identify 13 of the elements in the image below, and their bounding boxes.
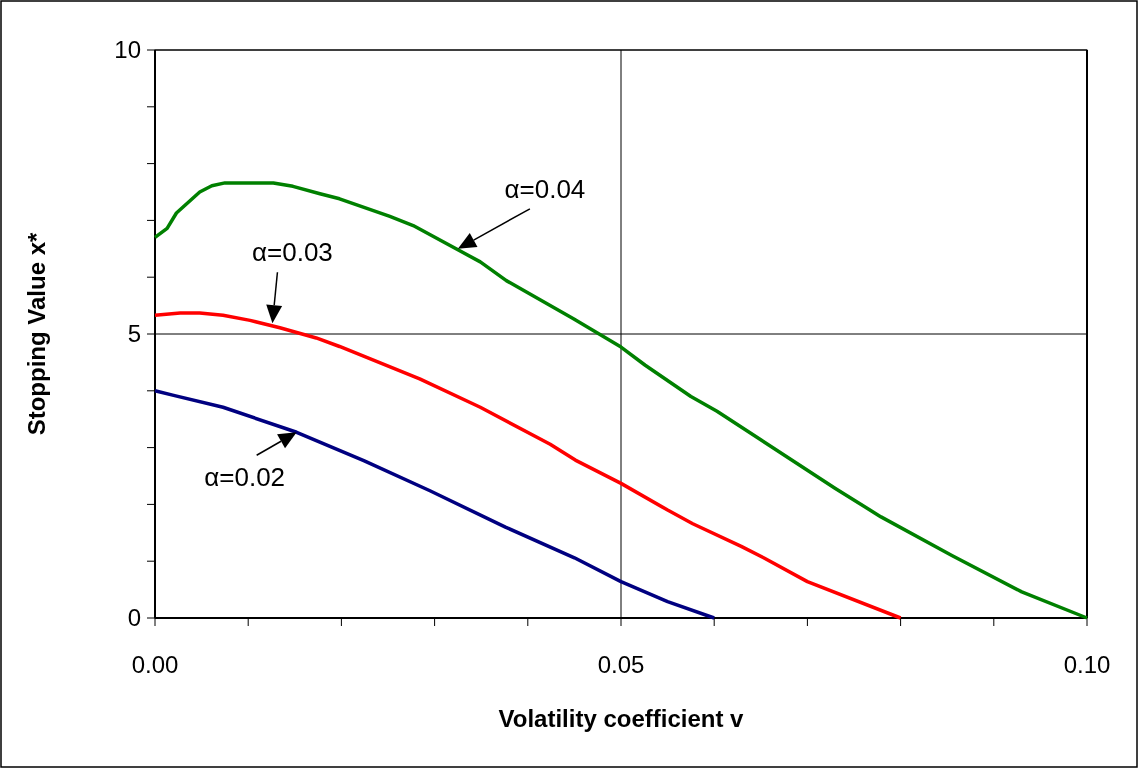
annotation: α=0.03 — [252, 237, 333, 268]
x-tick-label: 0.10 — [1063, 651, 1111, 678]
line-series — [153, 311, 903, 620]
annotation: α=0.04 — [504, 173, 586, 204]
y-tick-label: 5 — [127, 320, 141, 348]
x-axis-title: Volatility coefficient v — [498, 705, 745, 732]
x-tick-label: 0.00 — [131, 651, 179, 678]
y-axis-title: Stopping Value x* — [23, 231, 50, 436]
line-series — [153, 389, 716, 620]
x-tick-label: 0.05 — [597, 651, 645, 678]
annotation: α=0.02 — [204, 462, 286, 493]
y-tick-label: 0 — [127, 604, 141, 632]
y-tick-label: 10 — [114, 36, 141, 64]
